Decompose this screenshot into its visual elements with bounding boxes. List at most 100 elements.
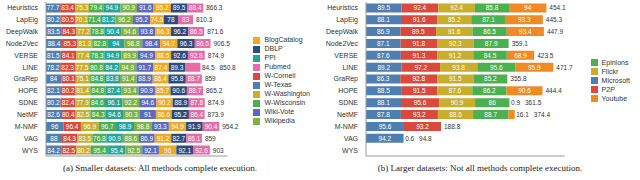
svg-text:80.4: 80.4	[62, 111, 75, 118]
svg-text:89.5: 89.5	[412, 28, 425, 35]
svg-text:82.1: 82.1	[47, 87, 60, 94]
svg-text:96: 96	[51, 123, 59, 130]
svg-text:89.5: 89.5	[173, 4, 186, 11]
svg-text:82.6: 82.6	[47, 111, 60, 118]
svg-text:90.2: 90.2	[158, 99, 171, 106]
svg-text:M-NMF: M-NMF	[15, 123, 38, 130]
svg-text:GraRep: GraRep	[333, 75, 358, 83]
svg-text:88.7: 88.7	[189, 87, 202, 94]
svg-text:77.9: 77.9	[76, 99, 89, 106]
svg-text:80.8: 80.8	[90, 64, 103, 71]
svg-text:91.2: 91.2	[157, 135, 170, 142]
svg-text:86.6: 86.6	[157, 111, 170, 118]
svg-text:90.9: 90.9	[140, 87, 153, 94]
svg-text:74.5: 74.5	[151, 16, 164, 23]
svg-text:84.8: 84.8	[91, 75, 104, 82]
svg-text:95.9: 95.9	[528, 64, 541, 71]
svg-text:83: 83	[182, 16, 190, 23]
svg-text:80.2: 80.2	[47, 16, 60, 23]
svg-text:84: 84	[50, 75, 58, 82]
svg-text:88.5: 88.5	[377, 87, 390, 94]
svg-text:94.6: 94.6	[141, 99, 154, 106]
svg-text:88.5: 88.5	[157, 52, 170, 59]
svg-text:90.4: 90.4	[107, 28, 120, 35]
svg-text:90.3: 90.3	[125, 111, 138, 118]
svg-text:77.7: 77.7	[47, 4, 60, 11]
svg-text:80.1: 80.1	[62, 75, 75, 82]
svg-text:84.5: 84.5	[484, 52, 497, 59]
svg-text:91.6: 91.6	[448, 28, 461, 35]
svg-text:90.9: 90.9	[451, 99, 464, 106]
svg-text:86.2: 86.2	[483, 87, 496, 94]
svg-text:96: 96	[164, 147, 172, 154]
svg-text:94: 94	[524, 4, 532, 11]
svg-text:98.8: 98.8	[127, 40, 140, 47]
svg-text:88.9: 88.9	[174, 99, 187, 106]
svg-text:LapEig: LapEig	[16, 16, 38, 24]
svg-text:86.9: 86.9	[140, 135, 153, 142]
svg-text:LapEig: LapEig	[336, 16, 358, 24]
svg-text:83.4: 83.4	[61, 4, 74, 11]
svg-text:92.5: 92.5	[127, 147, 140, 154]
svg-text:94.2: 94.2	[378, 135, 391, 142]
svg-text:810.3: 810.3	[196, 16, 213, 23]
svg-text:94.9: 94.9	[121, 64, 134, 71]
svg-text:77.5: 77.5	[76, 64, 89, 71]
svg-text:850.8: 850.8	[219, 64, 236, 71]
svg-text:87.4: 87.4	[155, 64, 168, 71]
svg-text:188.8: 188.8	[444, 123, 461, 130]
svg-text:93.4: 93.4	[519, 28, 532, 35]
svg-text:82.5: 82.5	[77, 111, 90, 118]
svg-text:89.2: 89.2	[377, 64, 390, 71]
svg-text:81.2: 81.2	[102, 16, 115, 23]
svg-text:97.2: 97.2	[414, 64, 427, 71]
svg-text:88: 88	[50, 135, 58, 142]
svg-text:88.6: 88.6	[449, 111, 462, 118]
svg-text:VERSE: VERSE	[334, 52, 358, 59]
svg-text:88.7: 88.7	[188, 75, 201, 82]
svg-text:92.1: 92.1	[144, 147, 157, 154]
svg-text:355.8: 355.8	[510, 75, 527, 82]
svg-text:93.4: 93.4	[124, 87, 137, 94]
svg-text:86.5: 86.5	[190, 28, 203, 35]
svg-text:75.1: 75.1	[76, 75, 89, 82]
svg-text:87.8: 87.8	[190, 99, 203, 106]
svg-text:Heuristics: Heuristics	[8, 4, 38, 11]
svg-text:374.4: 374.4	[534, 111, 551, 118]
svg-text:82.8: 82.8	[93, 40, 106, 47]
svg-text:85.2: 85.2	[484, 75, 497, 82]
svg-text:DeepWalk: DeepWalk	[326, 28, 359, 36]
svg-text:94.9: 94.9	[171, 123, 184, 130]
svg-text:87.8: 87.8	[377, 111, 390, 118]
svg-text:77.4: 77.4	[77, 52, 90, 59]
svg-text:471.7: 471.7	[556, 64, 573, 71]
svg-text:873.9: 873.9	[208, 111, 225, 118]
svg-text:91.6: 91.6	[139, 4, 152, 11]
svg-text:92.6: 92.6	[173, 52, 186, 59]
svg-text:95.2: 95.2	[156, 4, 169, 11]
svg-text:95.2: 95.2	[135, 16, 148, 23]
svg-text:90.6: 90.6	[172, 87, 185, 94]
svg-text:85.7: 85.7	[156, 87, 169, 94]
svg-text:WYS: WYS	[342, 147, 358, 154]
svg-text:92.8: 92.8	[412, 75, 425, 82]
svg-text:84.2: 84.2	[105, 64, 118, 71]
svg-text:78.3: 78.3	[91, 52, 104, 59]
svg-text:91.5: 91.5	[449, 75, 462, 82]
svg-text:87.9: 87.9	[485, 40, 498, 47]
svg-text:79.4: 79.4	[90, 4, 103, 11]
svg-text:83.5: 83.5	[47, 28, 60, 35]
svg-text:903: 903	[213, 147, 224, 154]
svg-text:70.1: 70.1	[75, 16, 88, 23]
svg-text:82.7: 82.7	[172, 135, 185, 142]
svg-text:96.3: 96.3	[180, 40, 193, 47]
svg-text:94.9: 94.9	[140, 52, 153, 59]
svg-text:454.1: 454.1	[549, 4, 566, 11]
svg-text:91.6: 91.6	[413, 16, 426, 23]
svg-text:92.1: 92.1	[178, 147, 191, 154]
svg-text:94: 94	[112, 40, 120, 47]
svg-text:96.2: 96.2	[173, 28, 186, 35]
svg-text:874.9: 874.9	[208, 99, 225, 106]
svg-text:84.3: 84.3	[63, 135, 76, 142]
svg-text:91.4: 91.4	[122, 75, 135, 82]
